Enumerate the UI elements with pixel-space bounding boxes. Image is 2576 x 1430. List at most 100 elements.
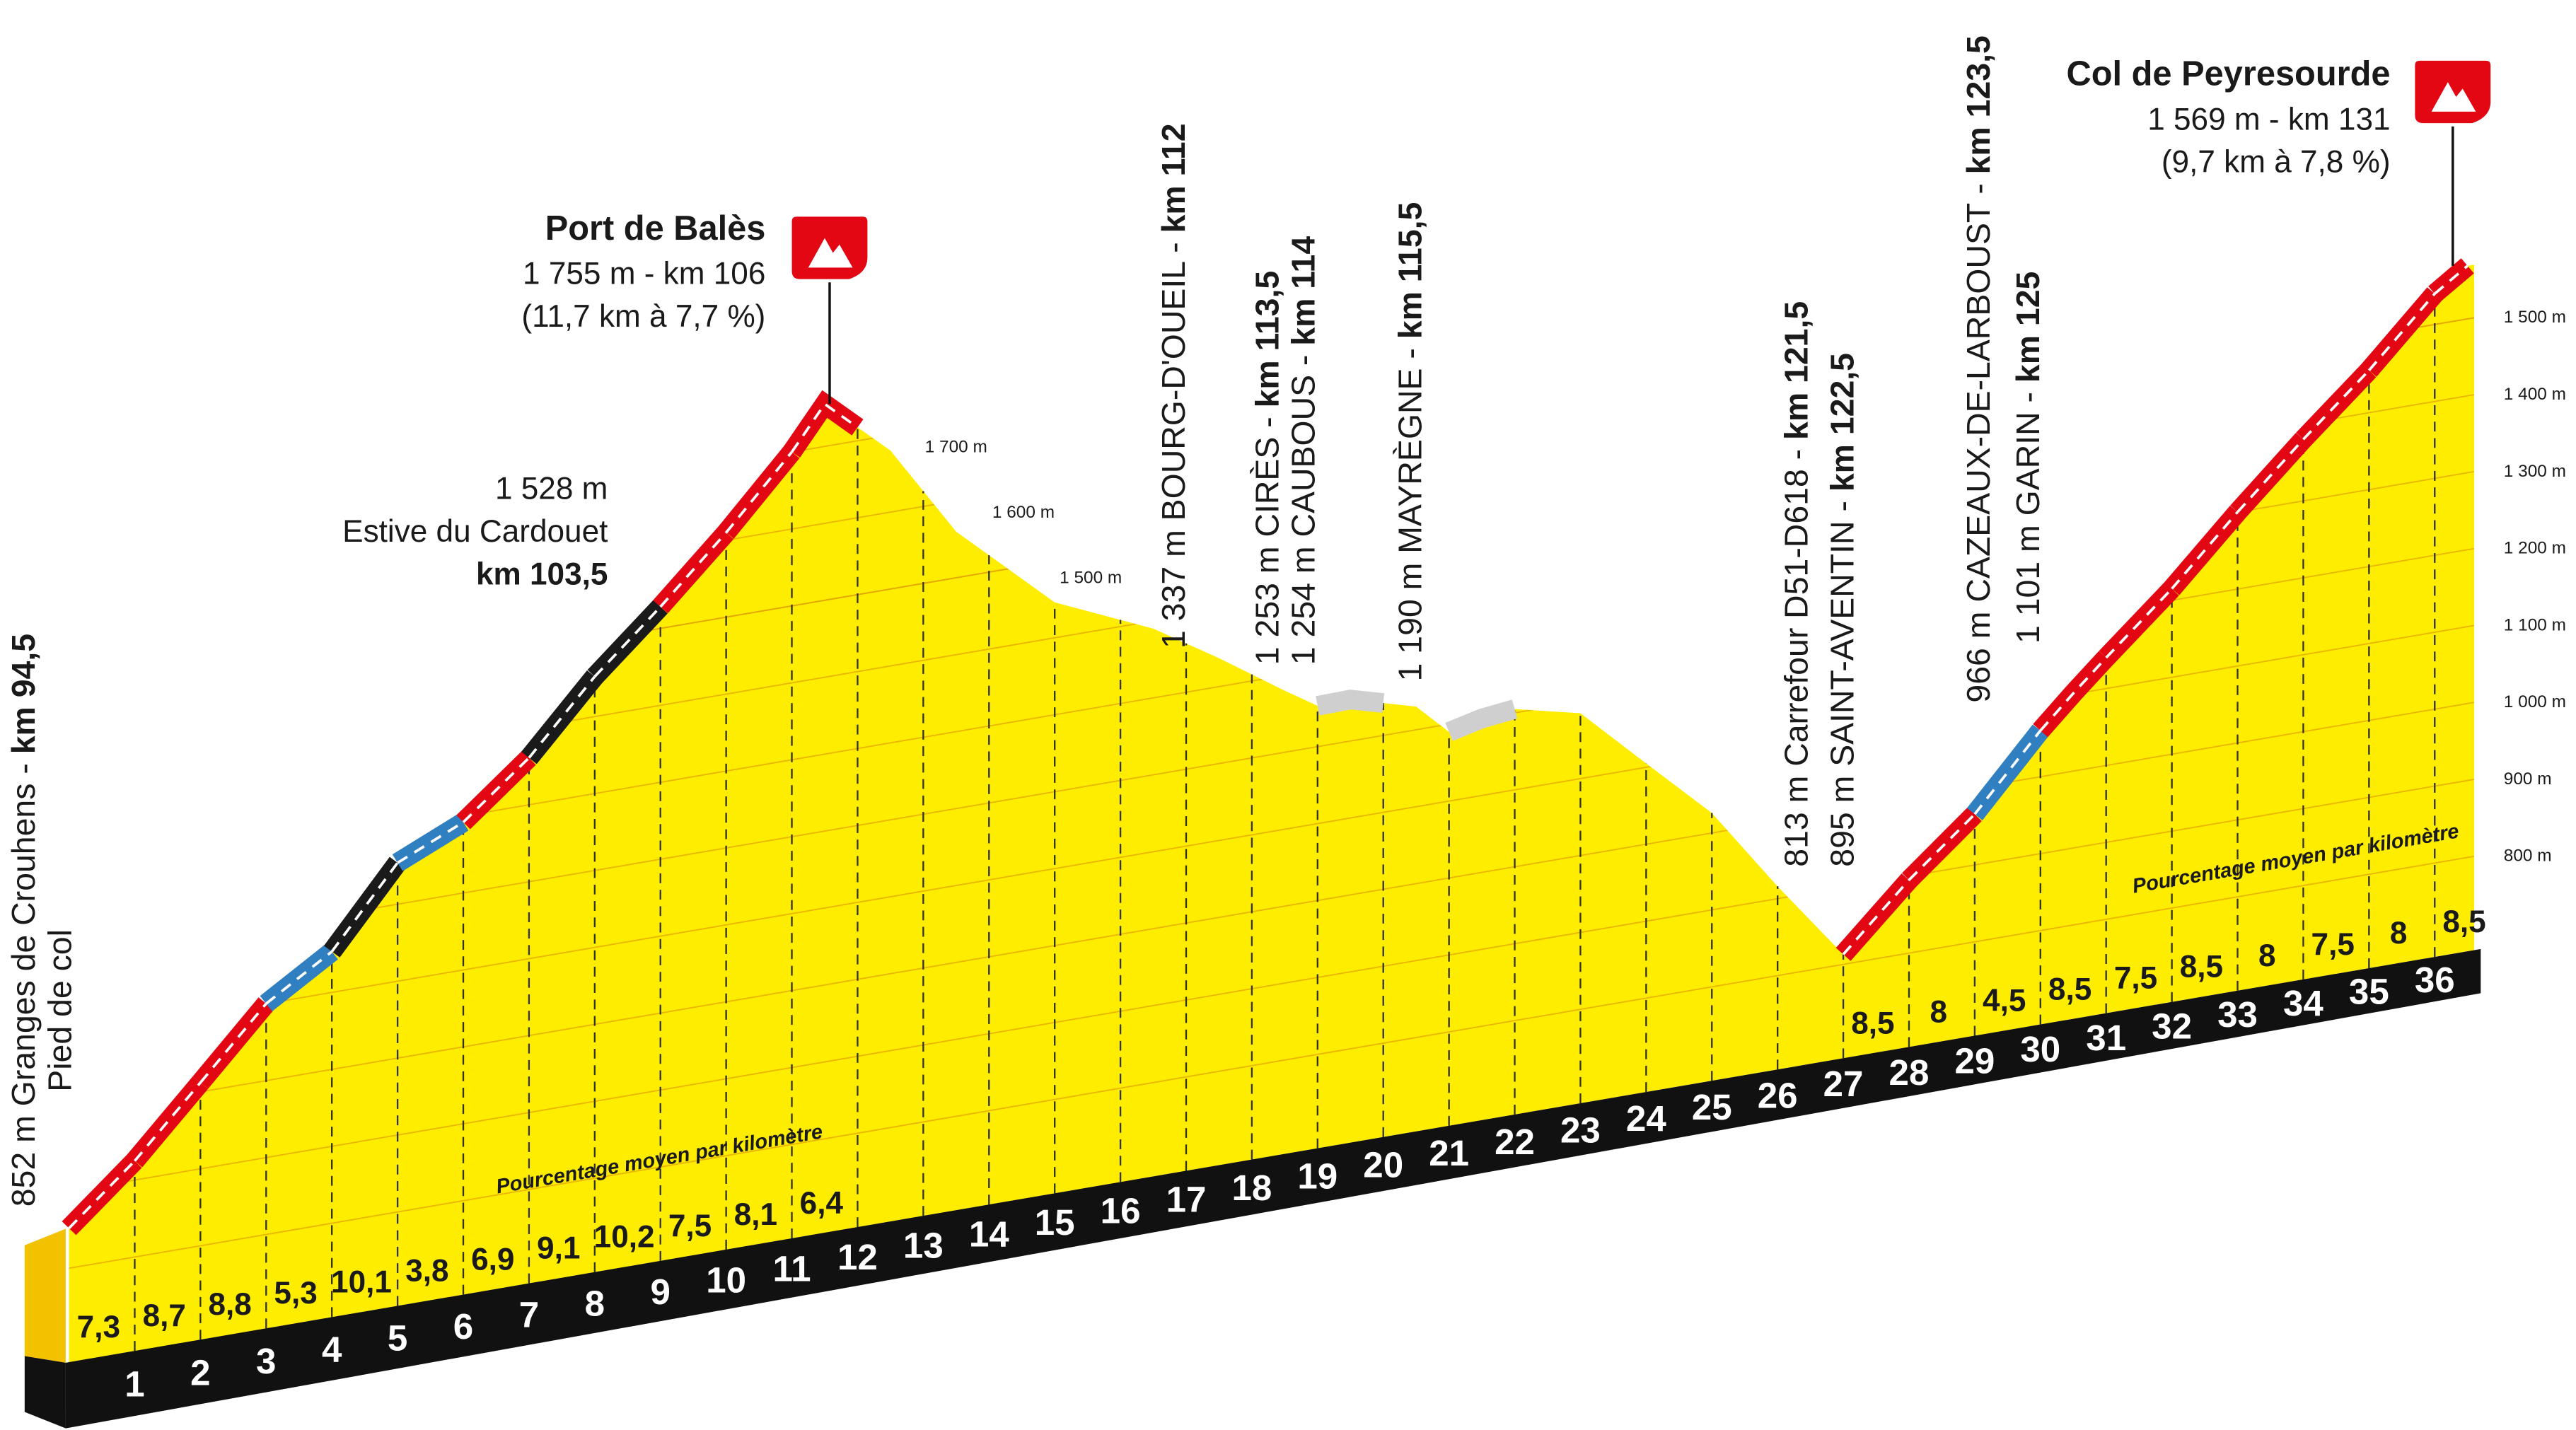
- waypoint-text: 1 101 m GARIN -: [2009, 383, 2046, 644]
- inner-tick-label: 1 500 m: [1060, 568, 1122, 587]
- km-label: 7: [519, 1295, 539, 1335]
- stripe-dash: [2039, 656, 2108, 732]
- gradient-label: 7,5: [668, 1209, 712, 1243]
- km-label: 4: [322, 1330, 342, 1370]
- stripe-dash: [265, 951, 333, 1005]
- stripe-dash: [397, 821, 464, 864]
- waypoint-text: 1 254 m CAUBOUS -: [1285, 346, 1322, 665]
- y-tick-label: 1 400 m: [2504, 385, 2566, 404]
- km-label: 33: [2217, 994, 2258, 1035]
- stripe-dash: [2302, 369, 2370, 441]
- stripe-dash: [199, 1002, 267, 1083]
- waypoint-km: km 113,5: [1249, 271, 1286, 408]
- gradient-label: 3,8: [405, 1253, 448, 1288]
- gradient-label: 8,5: [2442, 905, 2485, 939]
- km-label: 11: [773, 1248, 811, 1289]
- waypoint-km: km 112: [1155, 123, 1192, 233]
- gradient-stripe: [1445, 699, 1518, 741]
- gradient-label: 10,1: [331, 1265, 392, 1299]
- waypoint-text: 1 337 m BOURG-D'OUEIL -: [1155, 233, 1192, 649]
- stripe-dash: [68, 1160, 136, 1229]
- stripe-dash: [791, 402, 859, 453]
- stripe-dash: [1973, 729, 2042, 815]
- waypoint-km: km 114: [1285, 236, 1322, 346]
- waypoint-text: 1 190 m MAYRÈGNE -: [1392, 339, 1429, 681]
- km-label: 1: [124, 1364, 144, 1405]
- km-label: 15: [1035, 1202, 1075, 1243]
- summit-flag: [788, 213, 871, 283]
- stripe-dash: [725, 450, 793, 534]
- gradient-label: 8,7: [143, 1298, 186, 1333]
- y-tick-label: 1 100 m: [2504, 615, 2566, 634]
- waypoint: 1 253 m CIRÈS - km 113,5: [1249, 271, 1286, 665]
- gradient-label: 8,5: [2180, 950, 2223, 984]
- gradient-label: 8: [2390, 916, 2408, 951]
- point-name: Estive du Cardouet: [342, 514, 608, 549]
- y-tick-label: 1 500 m: [2504, 308, 2566, 327]
- y-tick-label: 1 300 m: [2504, 462, 2566, 481]
- side-face: [24, 1228, 66, 1363]
- gradient-label: 9,1: [537, 1231, 580, 1266]
- km-label: 28: [1889, 1052, 1930, 1093]
- km-label: 22: [1495, 1122, 1535, 1162]
- summit-name: Col de Peyresourde: [2067, 55, 2391, 93]
- stripe-dash: [2171, 511, 2239, 590]
- y-tick-label: 800 m: [2504, 847, 2552, 866]
- gradient-label: 10,2: [594, 1220, 655, 1255]
- waypoint-km: km 123,5: [1960, 35, 1997, 174]
- summit-flag: [2411, 57, 2494, 127]
- km-label: 16: [1101, 1191, 1141, 1231]
- stripe-dash: [659, 531, 728, 608]
- km-label: 6: [453, 1306, 473, 1347]
- km-label: 34: [2283, 983, 2323, 1023]
- waypoint-text: 966 m CAZEAUX-DE-LARBOUST -: [1960, 174, 1997, 702]
- start-text: 852 m Granges de Crouhens -: [5, 754, 42, 1207]
- y-tick-label: 1 200 m: [2504, 539, 2566, 558]
- km-label: 12: [837, 1237, 878, 1277]
- km-label: 27: [1823, 1064, 1864, 1104]
- start-km: km 94,5: [5, 634, 42, 754]
- gradient-label: 8,5: [1851, 1006, 1894, 1040]
- waypoint: 1 190 m MAYRÈGNE - km 115,5: [1392, 202, 1429, 682]
- km-label: 5: [388, 1318, 407, 1358]
- waypoint-km: km 115,5: [1392, 202, 1429, 339]
- gradient-label: 7,5: [2311, 927, 2355, 962]
- km-label: 13: [903, 1226, 944, 1266]
- stripe-dash: [593, 605, 662, 678]
- waypoint: 1 254 m CAUBOUS - km 114: [1285, 236, 1322, 665]
- km-label: 18: [1231, 1168, 1272, 1208]
- grid-line: [69, 854, 2474, 1270]
- km-label: 21: [1429, 1133, 1469, 1173]
- km-label: 36: [2415, 960, 2455, 1000]
- km-label: 35: [2349, 971, 2389, 1011]
- gradient-label: 6,9: [471, 1243, 514, 1277]
- stripe-dash: [1908, 813, 1976, 881]
- km-label: 2: [190, 1352, 210, 1393]
- waypoint-text: 1 253 m CIRÈS -: [1249, 407, 1286, 665]
- gradient-label: 8,1: [734, 1197, 777, 1232]
- waypoint-text: 895 m SAINT-AVENTIN -: [1824, 492, 1861, 867]
- km-label: 17: [1166, 1179, 1207, 1219]
- km-label: 10: [706, 1260, 746, 1301]
- gradient-label: 8,8: [209, 1287, 252, 1322]
- inner-tick-label: 1 600 m: [992, 503, 1055, 522]
- waypoint-km: km 125: [2009, 272, 2046, 383]
- km-label: 14: [969, 1214, 1009, 1254]
- waypoint: 1 337 m BOURG-D'OUEIL - km 112: [1155, 123, 1192, 648]
- gradient-label: 7,5: [2114, 961, 2157, 996]
- grid-line: [69, 699, 2474, 1116]
- km-label: 8: [585, 1283, 605, 1323]
- km-label: 19: [1297, 1156, 1338, 1197]
- waypoint-text: 813 m Carrefour D51-D618 -: [1778, 440, 1815, 867]
- stripe-dash: [2367, 293, 2436, 371]
- km-label: 29: [1954, 1040, 1995, 1081]
- gradient-stripe: [1316, 690, 1385, 716]
- waypoint-km: km 121,5: [1778, 301, 1815, 440]
- stripe-dash: [462, 757, 530, 823]
- y-tick-label: 1 000 m: [2504, 692, 2566, 711]
- stripe-dash: [2105, 588, 2173, 659]
- km-label: 3: [256, 1341, 276, 1381]
- start-note: Pied de col: [42, 929, 79, 1092]
- stripe-dash: [2236, 438, 2304, 513]
